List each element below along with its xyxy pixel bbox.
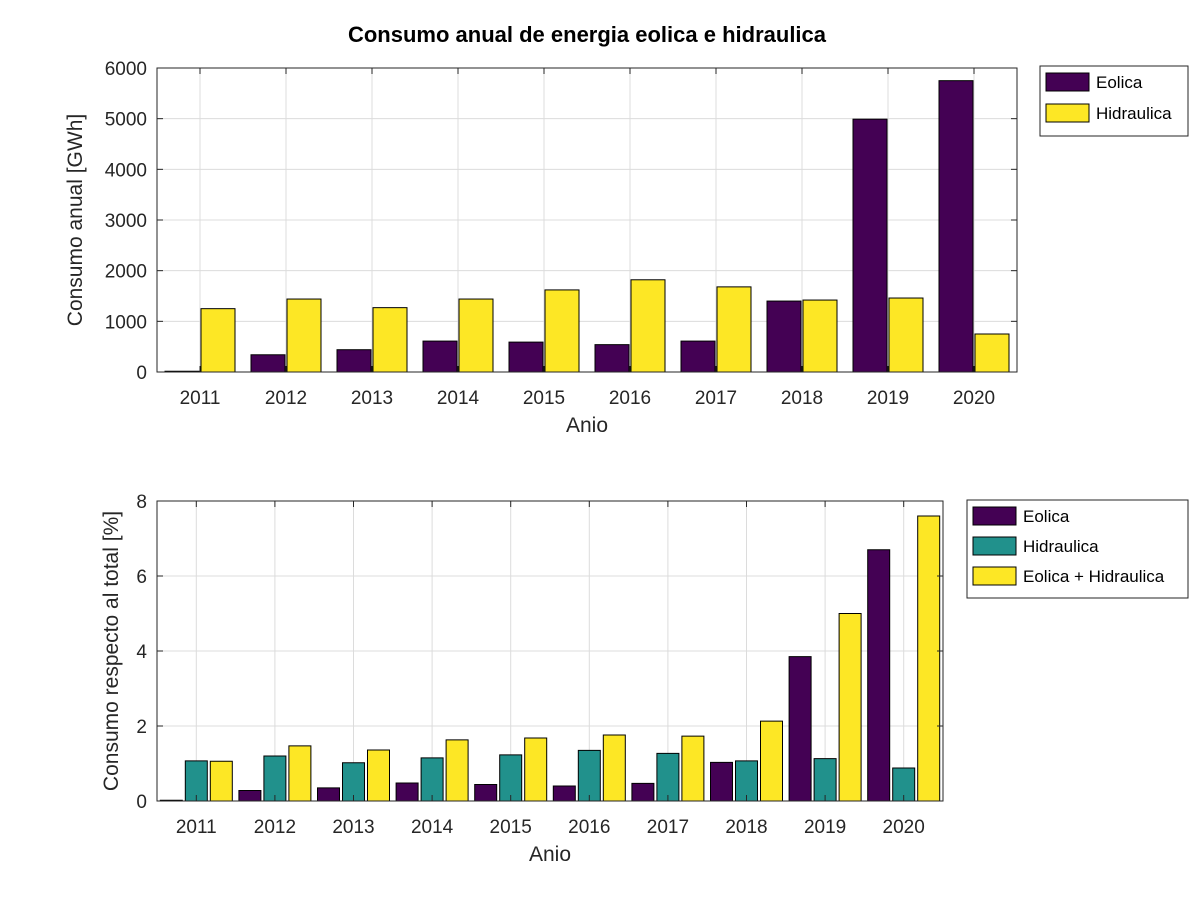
- bar-hidraulica-2011: [200, 308, 236, 373]
- y-tick-label: 2: [136, 717, 147, 738]
- bar-hidraulica-2012: [286, 298, 322, 373]
- x-tick-label: 2017: [695, 388, 737, 409]
- y-tick-label: 4000: [105, 160, 147, 181]
- legend-swatch: [972, 566, 1017, 586]
- x-tick-label: 2018: [781, 388, 823, 409]
- bar-eolica-2018: [710, 761, 733, 802]
- bar-eolica-hidraulica-2014: [445, 739, 469, 802]
- bar-hidraulica-2019: [813, 758, 837, 802]
- x-axis-label: Anio: [529, 843, 571, 866]
- bar-hidraulica-2015: [499, 754, 523, 802]
- bar-eolica-hidraulica-2018: [760, 720, 783, 802]
- x-tick-label: 2011: [180, 388, 221, 409]
- bar-hidraulica-2019: [888, 297, 924, 373]
- legend-entry: Eolica: [1023, 507, 1070, 526]
- x-tick-label: 2016: [609, 388, 651, 409]
- bar-hidraulica-2014: [458, 298, 494, 373]
- bar-eolica-2020: [938, 80, 974, 373]
- y-tick-label: 2000: [105, 262, 147, 283]
- x-axis-label: Anio: [566, 414, 608, 437]
- legend-swatch: [972, 536, 1017, 556]
- bar-eolica-hidraulica-2015: [524, 737, 548, 802]
- bar-eolica-hidraulica-2012: [288, 745, 312, 802]
- bar-hidraulica-2012: [263, 755, 287, 802]
- legend-entry: Hidraulica: [1096, 104, 1172, 123]
- bar-eolica-2013: [336, 349, 372, 373]
- bar-eolica-2013: [317, 787, 340, 802]
- x-tick-label: 2020: [953, 388, 995, 409]
- bar-hidraulica-2013: [372, 307, 408, 373]
- x-tick-label: 2012: [265, 388, 307, 409]
- y-tick-label: 5000: [105, 110, 147, 131]
- bar-eolica-2016: [594, 344, 630, 373]
- bar-hidraulica-2011: [184, 760, 208, 802]
- x-tick-label: 2019: [804, 817, 846, 838]
- x-tick-label: 2015: [523, 388, 565, 409]
- y-tick-label: 3000: [105, 211, 147, 232]
- bar-hidraulica-2017: [656, 752, 680, 802]
- x-tick-label: 2017: [647, 817, 689, 838]
- bar-eolica-2017: [680, 340, 716, 373]
- bar-eolica-2020: [867, 549, 891, 802]
- bar-eolica-2018: [766, 300, 802, 373]
- bar-hidraulica-2016: [577, 749, 601, 802]
- bar-eolica-2012: [250, 354, 286, 373]
- bar-hidraulica-2018: [802, 299, 838, 373]
- x-tick-label: 2014: [411, 817, 454, 838]
- y-tick-label: 6000: [105, 59, 147, 80]
- legend-swatch: [1045, 72, 1090, 92]
- x-tick-label: 2016: [568, 817, 610, 838]
- bar-eolica-hidraulica-2017: [681, 735, 705, 802]
- legend-swatch: [1045, 103, 1090, 123]
- bar-eolica-hidraulica-2020: [917, 515, 941, 802]
- y-tick-label: 0: [136, 363, 147, 384]
- bar-hidraulica-2016: [630, 279, 666, 373]
- x-tick-label: 2020: [883, 817, 925, 838]
- bar-eolica-hidraulica-2019: [838, 613, 862, 802]
- x-tick-label: 2013: [332, 817, 374, 838]
- x-tick-label: 2018: [725, 817, 767, 838]
- bar-eolica-2012: [238, 790, 262, 802]
- bar-eolica-hidraulica-2011: [209, 760, 233, 802]
- legend-entry: Eolica: [1096, 73, 1143, 92]
- x-tick-label: 2012: [254, 817, 296, 838]
- y-axis-label: Consumo anual [GWh]: [64, 114, 87, 326]
- bar-eolica-2019: [852, 118, 888, 373]
- bar-eolica-2016: [552, 785, 576, 802]
- x-tick-label: 2014: [437, 388, 480, 409]
- bar-hidraulica-2017: [716, 286, 752, 373]
- y-tick-label: 4: [136, 642, 147, 663]
- legend-swatch: [972, 506, 1017, 526]
- y-tick-label: 6: [136, 567, 147, 588]
- y-axis-label: Consumo respecto al total [%]: [100, 511, 123, 791]
- bar-eolica-2015: [474, 784, 498, 802]
- bar-eolica-hidraulica-2013: [367, 749, 390, 802]
- bar-eolica-2014: [422, 340, 458, 373]
- x-tick-label: 2011: [176, 817, 217, 838]
- y-tick-label: 8: [136, 492, 147, 513]
- bar-eolica-2017: [631, 782, 655, 802]
- y-tick-label: 0: [136, 792, 147, 813]
- bar-eolica-2019: [788, 656, 812, 802]
- x-tick-label: 2015: [490, 817, 532, 838]
- x-tick-label: 2013: [351, 388, 393, 409]
- bar-eolica-2014: [395, 782, 419, 802]
- x-tick-label: 2019: [867, 388, 909, 409]
- y-tick-label: 1000: [105, 312, 147, 333]
- chart-title: Consumo anual de energia eolica e hidrau…: [348, 22, 827, 47]
- legend-entry: Eolica + Hidraulica: [1023, 567, 1165, 586]
- bar-hidraulica-2020: [974, 333, 1010, 373]
- bar-hidraulica-2014: [420, 757, 444, 802]
- bar-eolica-2015: [508, 341, 544, 373]
- bar-eolica-hidraulica-2016: [602, 734, 626, 802]
- legend-entry: Hidraulica: [1023, 537, 1099, 556]
- bar-hidraulica-2018: [735, 760, 758, 802]
- bar-hidraulica-2015: [544, 289, 580, 373]
